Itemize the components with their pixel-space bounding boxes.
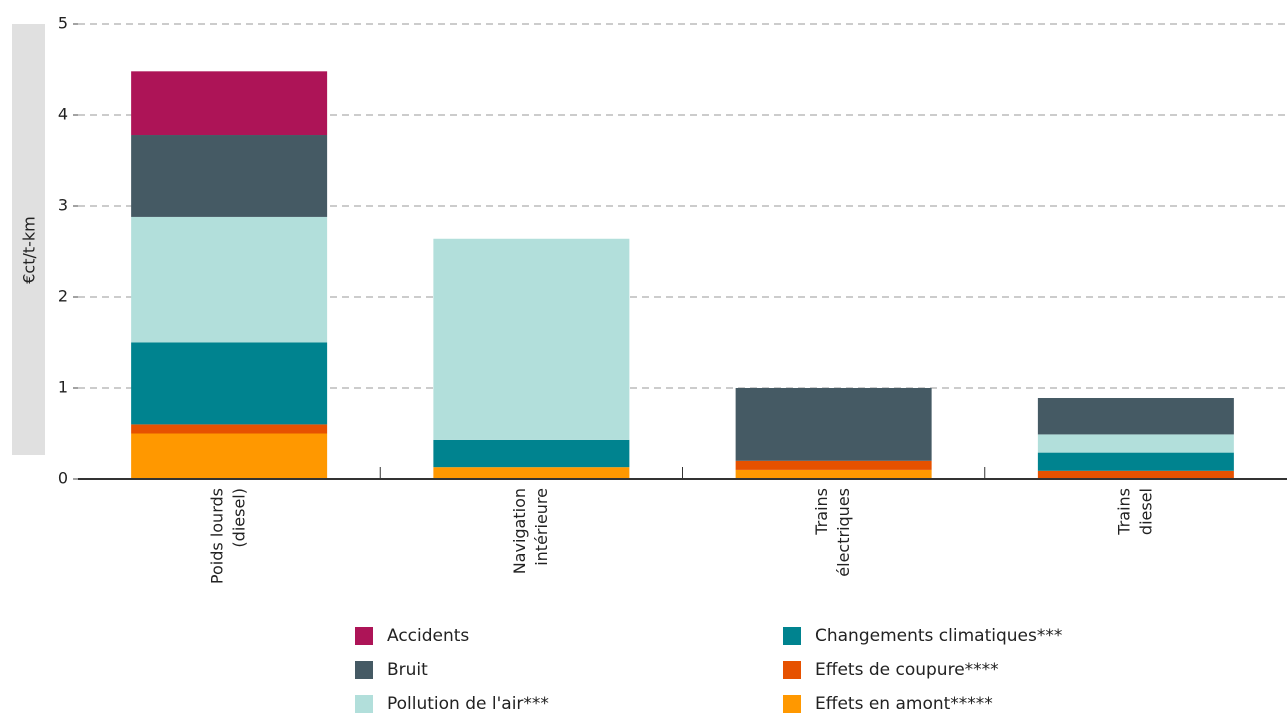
legend-swatch [355, 695, 373, 713]
x-tick-label: intérieure [532, 488, 551, 566]
legend-label: Accidents [387, 626, 469, 646]
y-axis-label: €ct/t-km [20, 216, 39, 284]
x-tick-label: Poids lourds [208, 488, 227, 584]
bar-segment [131, 135, 328, 217]
bar-segment [735, 469, 932, 479]
x-tick-label: électriques [834, 488, 853, 577]
bar-segment [1037, 470, 1234, 479]
y-tick-label: 5 [58, 14, 68, 33]
legend-label: Effets en amont***** [815, 694, 993, 714]
bar-segment [131, 71, 328, 136]
y-tick-label: 4 [58, 105, 68, 124]
bar-segment [433, 467, 630, 479]
y-tick-label: 1 [58, 378, 68, 397]
legend-swatch [783, 627, 801, 645]
bar-segment [131, 424, 328, 434]
x-tick-label: (diesel) [230, 488, 249, 548]
bar-segment [1037, 434, 1234, 453]
legend: Accidents Bruit Pollution de l'air*** Chang… [355, 626, 1062, 714]
x-tick-label: Trains [812, 488, 831, 536]
legend-swatch [783, 661, 801, 679]
bar-segment [131, 216, 328, 343]
y-label-box [12, 24, 45, 455]
legend-swatch [355, 627, 373, 645]
bar-segment [735, 460, 932, 470]
bar-segment [433, 439, 630, 468]
legend-label: Pollution de l'air*** [387, 694, 549, 714]
y-tick-label: 2 [58, 287, 68, 306]
legend-swatch [783, 695, 801, 713]
bar-segment [735, 388, 932, 461]
x-tick-label: Trains [1114, 488, 1133, 536]
legend-label: Bruit [387, 660, 428, 680]
y-tick-label: 0 [58, 469, 68, 488]
y-tick-label: 3 [58, 196, 68, 215]
bar-segment [1037, 452, 1234, 471]
legend-swatch [355, 661, 373, 679]
legend-label: Effets de coupure**** [815, 660, 999, 680]
bar-segment [131, 433, 328, 479]
bar-segment [131, 342, 328, 425]
bar-segment [1037, 398, 1234, 435]
x-tick-label: diesel [1136, 488, 1155, 535]
x-tick-label: Navigation [510, 488, 529, 574]
legend-label: Changements climatiques*** [815, 626, 1062, 646]
bar-segment [433, 238, 630, 440]
